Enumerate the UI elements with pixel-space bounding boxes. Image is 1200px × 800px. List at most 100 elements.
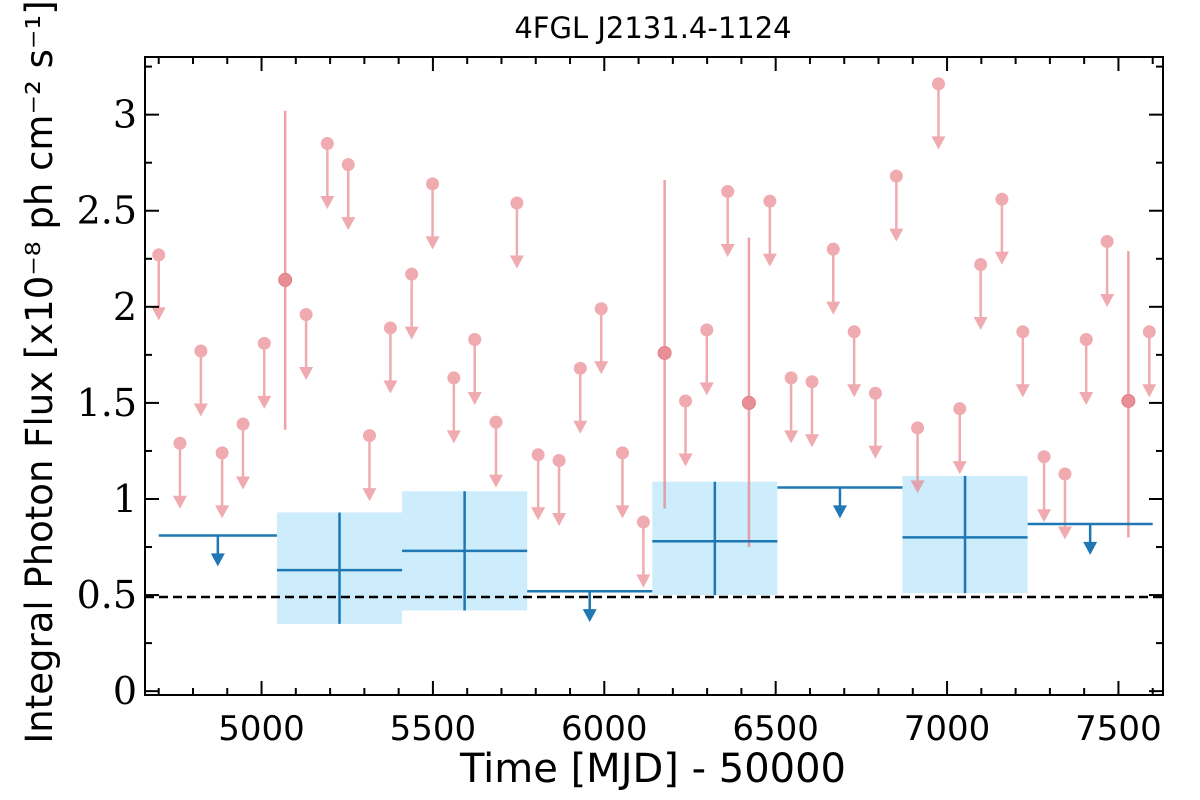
short-bin-upper-limit: [805, 375, 820, 448]
y-tick-label: 1.5: [77, 381, 137, 425]
upper-limit-marker: [152, 248, 166, 262]
upper-limit-arrow-head: [973, 317, 988, 331]
y-tick-label: 3: [113, 93, 137, 137]
detection-marker: [657, 345, 672, 360]
short-bin-upper-limit: [509, 196, 524, 269]
plot-area: [145, 77, 1163, 624]
upper-limit-arrow-head: [236, 476, 251, 490]
short-bin-upper-limit: [952, 402, 967, 475]
x-tick-label: 5500: [390, 709, 477, 749]
short-bin-upper-limit: [299, 308, 314, 380]
upper-limit-arrow-head: [172, 495, 187, 509]
upper-limit-arrow-head: [299, 367, 314, 380]
upper-limit-arrow-head: [467, 391, 482, 405]
upper-limit-arrow-head: [257, 395, 272, 409]
short-bin-upper-limit: [826, 242, 841, 315]
short-bin-upper-limit: [383, 321, 398, 394]
upper-limit-marker: [173, 436, 187, 450]
upper-limit-arrow-head: [341, 217, 356, 231]
x-tick-label: 6500: [732, 709, 819, 749]
short-bin-upper-limit: [257, 336, 272, 409]
upper-limit-arrow-head: [784, 430, 799, 444]
short-bin-upper-limit: [994, 192, 1009, 265]
short-bin-upper-limit: [1079, 332, 1094, 405]
short-bin-upper-limit: [531, 448, 546, 521]
short-bin-upper-limit: [594, 302, 609, 375]
upper-limit-arrow-head: [531, 507, 546, 521]
axis-ticks: 5000 5500 6000 6500 7000 7500 0 0.5 1 1.5 2 2.5 3: [77, 57, 1163, 749]
x-axis-label: Time [MJD] - 50000: [459, 746, 846, 792]
detection-marker: [278, 272, 293, 287]
x-tick-label: 6000: [561, 709, 648, 749]
detection-marker: [741, 395, 756, 410]
upper-limit-arrow-head: [826, 301, 841, 315]
upper-limit-arrow-head: [720, 244, 735, 258]
short-bin-upper-limit: [552, 454, 567, 527]
upper-limit-marker: [447, 371, 461, 385]
upper-limit-marker: [847, 325, 861, 339]
upper-limit-arrow-head: [889, 228, 904, 242]
y-tick-label: 2.5: [77, 189, 137, 233]
upper-limit-marker: [1016, 325, 1030, 339]
short-bin-upper-limit: [931, 77, 946, 150]
upper-limit-arrow-head: [762, 253, 777, 267]
upper-limit-arrow-head: [910, 480, 925, 494]
upper-limit-marker: [805, 375, 819, 389]
short-bin-upper-limit: [425, 177, 440, 250]
upper-limit-marker: [974, 258, 988, 272]
upper-limit-marker: [257, 336, 271, 350]
long-bin-upper-limit-head: [210, 553, 225, 567]
upper-limit-marker: [784, 371, 798, 385]
short-bin-upper-limit: [488, 415, 503, 488]
long-bin-upper-limit-head: [582, 609, 597, 623]
upper-limit-arrow-head: [678, 453, 693, 467]
short-bin-upper-limit: [404, 267, 419, 340]
short-bin-upper-limit: [973, 258, 988, 331]
short-bin-upper-limit: [1037, 450, 1052, 523]
chart-title: 4FGL J2131.4-1124: [514, 11, 791, 45]
upper-limit-marker: [1058, 467, 1072, 481]
upper-limit-marker: [636, 515, 650, 529]
short-bin-upper-limit: [720, 185, 735, 258]
short-bin-upper-limit: [762, 194, 777, 267]
upper-limit-marker: [489, 415, 503, 429]
short-bin-upper-limit: [615, 446, 630, 519]
upper-limit-arrow-head: [573, 420, 588, 434]
upper-limit-arrow-head: [362, 488, 377, 502]
upper-limit-arrow-head: [931, 136, 946, 150]
upper-limit-marker: [405, 267, 419, 281]
upper-limit-arrow-head: [383, 380, 398, 394]
upper-limit-arrow-head: [1142, 384, 1157, 398]
short-bin-upper-limit: [847, 325, 862, 398]
upper-limit-marker: [573, 361, 587, 375]
short-bin-upper-limit: [699, 323, 714, 396]
short-bin-upper-limit: [678, 394, 693, 467]
upper-limit-arrow-head: [488, 474, 503, 488]
upper-limit-arrow-head: [215, 505, 230, 519]
short-bin-upper-limit: [320, 136, 335, 209]
upper-limit-marker: [552, 454, 566, 468]
upper-limit-arrow-head: [193, 403, 208, 417]
x-tick-label: 7500: [1075, 709, 1162, 749]
upper-limit-marker: [868, 386, 882, 400]
detection-marker: [1121, 393, 1136, 408]
upper-limit-arrow-head: [805, 434, 820, 448]
short-bin-upper-limit: [1142, 325, 1157, 398]
upper-limit-marker: [531, 448, 545, 462]
upper-limit-arrow-head: [994, 251, 1009, 265]
short-bin-upper-limit: [1100, 234, 1115, 307]
upper-limit-marker: [1037, 450, 1051, 464]
long-bin-upper-limit-head: [1083, 541, 1098, 555]
short-bin-upper-limit: [215, 446, 230, 519]
upper-limit-marker: [363, 429, 377, 443]
y-tick-label: 0: [113, 669, 137, 713]
short-bin-upper-limit: [889, 169, 904, 242]
short-bin-upper-limit: [910, 421, 925, 494]
upper-limit-marker: [700, 323, 714, 337]
short-bin-upper-limit: [467, 332, 482, 405]
upper-limit-marker: [383, 321, 397, 335]
upper-limit-marker: [341, 158, 355, 172]
upper-limit-marker: [299, 308, 313, 322]
plot-frame: [144, 56, 1164, 696]
upper-limit-arrow-head: [1057, 526, 1072, 540]
